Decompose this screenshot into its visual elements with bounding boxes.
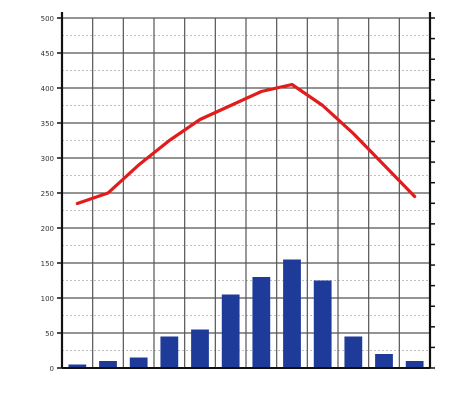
bar (221, 294, 240, 368)
tick-labels: 0 50 100 150 200 250 300 350 400 450 500 (41, 15, 54, 373)
bar (99, 361, 117, 368)
bar (129, 357, 148, 368)
bar (283, 259, 301, 368)
y-tick-label-left: 250 (41, 190, 54, 198)
y-tick-label-left: 100 (41, 295, 54, 303)
precipitation-bars (68, 259, 424, 368)
y-tick-label-left: 500 (41, 15, 54, 23)
bar (344, 336, 363, 368)
axes (57, 12, 435, 369)
y-tick-label-left: 200 (41, 225, 54, 233)
y-tick-label-left: 0 (50, 365, 54, 373)
temperature-line (75, 82, 417, 206)
y-tick-label-left: 300 (41, 155, 54, 163)
y-tick-label-left: 350 (41, 120, 54, 128)
grid (61, 17, 431, 369)
y-tick-label-left: 50 (45, 330, 54, 338)
bar (68, 364, 87, 368)
line-series (75, 82, 417, 206)
bar (252, 277, 271, 368)
bar (375, 354, 393, 368)
y-tick-label-left: 400 (41, 85, 54, 93)
bar (191, 329, 209, 368)
bar (160, 336, 179, 368)
bar (313, 280, 332, 368)
y-tick-label-left: 450 (41, 50, 54, 58)
y-tick-label-left: 150 (41, 260, 54, 268)
bar (405, 361, 424, 368)
